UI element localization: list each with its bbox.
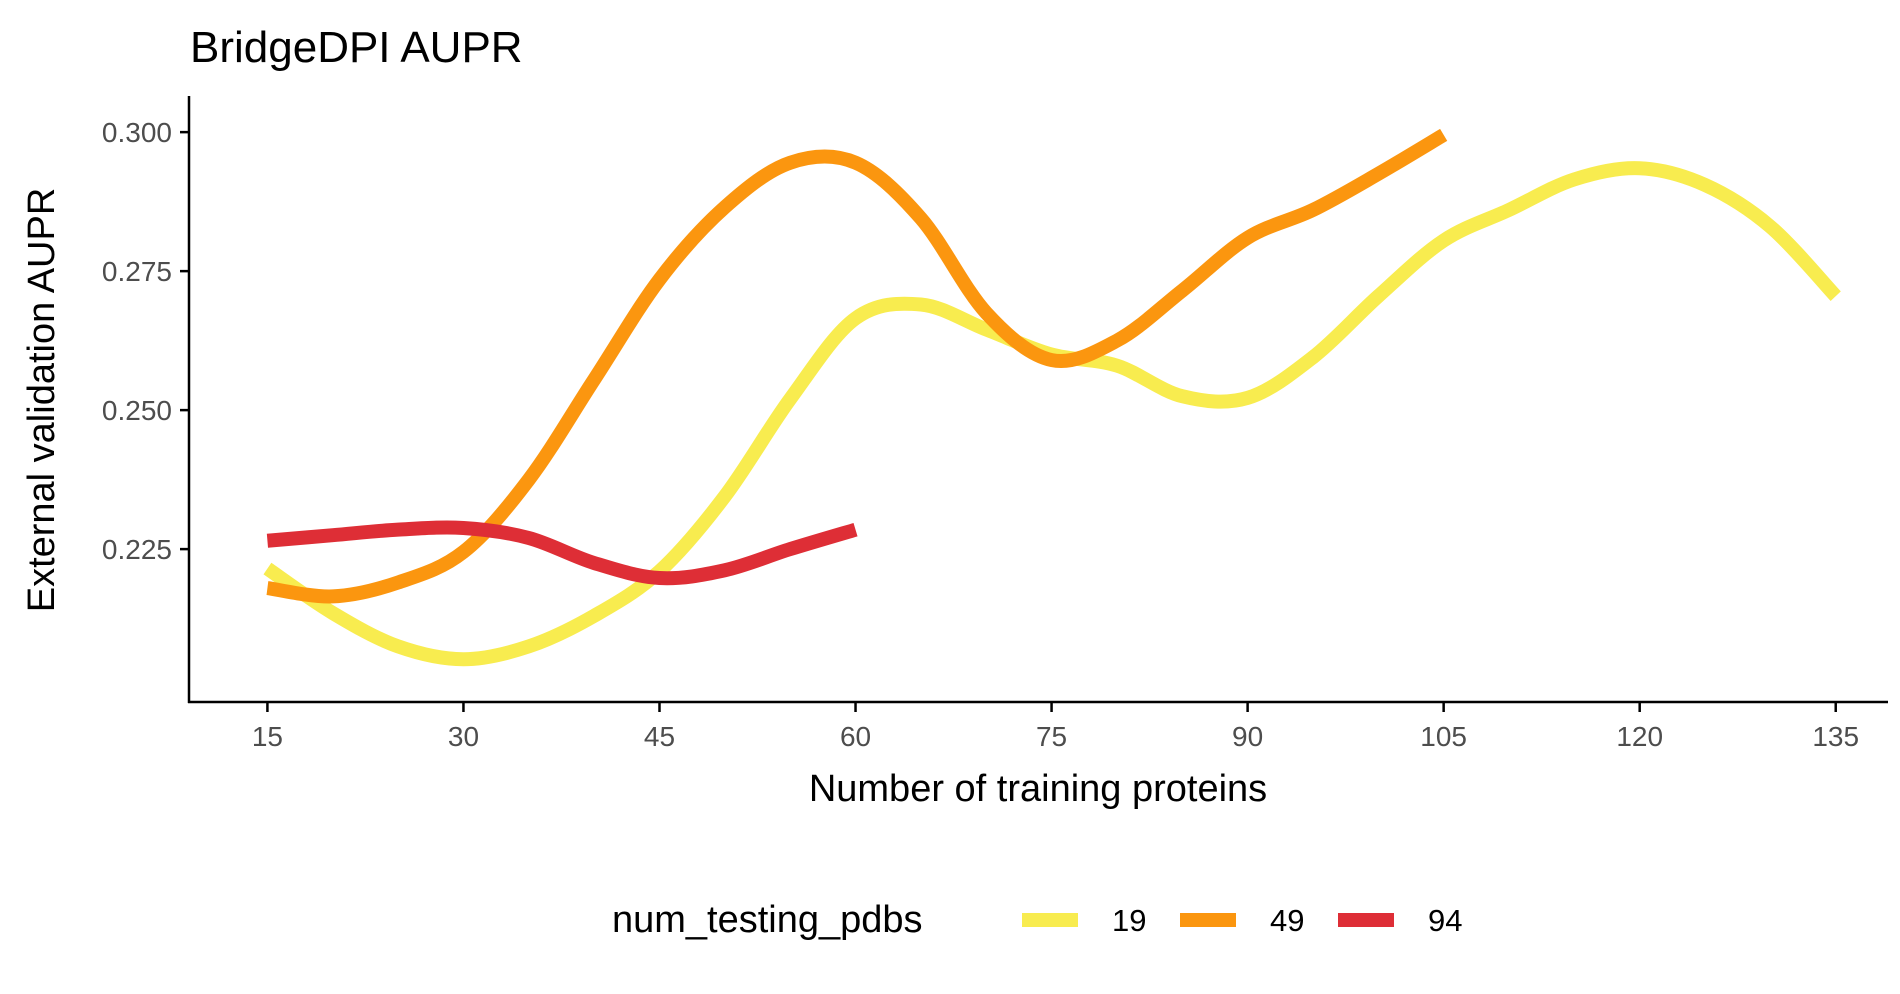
x-tick-label: 135 bbox=[1812, 721, 1859, 752]
x-tick-label: 30 bbox=[448, 721, 479, 752]
x-axis-title: Number of training proteins bbox=[809, 768, 1267, 810]
chart-title: BridgeDPI AUPR bbox=[190, 23, 523, 72]
legend: num_testing_pdbs 19 49 94 bbox=[612, 899, 1462, 941]
x-tick-label: 15 bbox=[252, 721, 283, 752]
series-line-49 bbox=[266, 128, 1448, 604]
y-axis-title: External validation AUPR bbox=[21, 188, 63, 613]
y-tick-label: 0.300 bbox=[102, 117, 172, 148]
x-tick-label: 105 bbox=[1420, 721, 1467, 752]
series-line-94 bbox=[266, 520, 858, 586]
x-axis-ticks: 15 30 45 60 75 90 105 120 135 bbox=[252, 702, 1859, 752]
series-line-19 bbox=[263, 161, 1841, 667]
y-tick-label: 0.250 bbox=[102, 395, 172, 426]
legend-label-49: 49 bbox=[1270, 903, 1304, 938]
x-tick-label: 45 bbox=[644, 721, 675, 752]
y-tick-label: 0.275 bbox=[102, 256, 172, 287]
x-tick-label: 75 bbox=[1036, 721, 1067, 752]
y-axis-ticks: 0.225 0.250 0.275 0.300 bbox=[102, 117, 189, 565]
plot-lines bbox=[263, 128, 1841, 667]
legend-title: num_testing_pdbs bbox=[612, 899, 923, 941]
legend-label-94: 94 bbox=[1428, 903, 1462, 938]
x-tick-label: 60 bbox=[840, 721, 871, 752]
legend-label-19: 19 bbox=[1112, 903, 1146, 938]
x-tick-label: 120 bbox=[1616, 721, 1663, 752]
y-tick-label: 0.225 bbox=[102, 534, 172, 565]
x-tick-label: 90 bbox=[1232, 721, 1263, 752]
